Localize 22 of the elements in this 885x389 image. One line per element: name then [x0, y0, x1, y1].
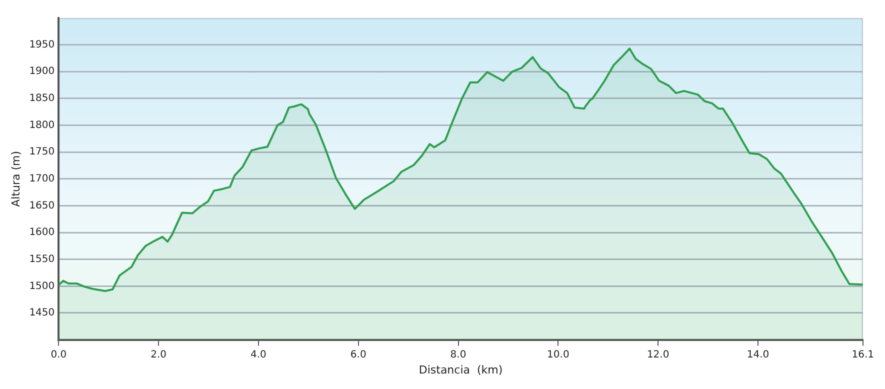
- x-tick-label: 0.0: [50, 349, 67, 360]
- x-tick-label: 16.1: [852, 349, 874, 360]
- y-tick-label: 1650: [29, 200, 55, 212]
- y-tick-label: 1550: [29, 254, 55, 265]
- x-axis-title: Distancia (km): [418, 363, 503, 376]
- y-axis-title: Altura (m): [9, 150, 22, 207]
- y-tick-label: 1700: [29, 173, 55, 184]
- y-tick-label: 1800: [29, 120, 55, 131]
- x-tick-label: 10.0: [547, 349, 570, 360]
- y-tick-label: 1600: [29, 227, 55, 238]
- y-tick-label: 1950: [29, 39, 55, 50]
- x-tick-label: 8.0: [450, 349, 466, 360]
- x-tick-label: 12.0: [646, 349, 670, 360]
- y-tick-label: 1450: [29, 308, 55, 319]
- y-tick-label: 1850: [29, 93, 55, 104]
- y-tick-label: 1500: [29, 280, 55, 292]
- x-tick-label: 2.0: [150, 349, 167, 360]
- x-tick-label: 6.0: [350, 349, 366, 360]
- y-tick-label: 1750: [29, 146, 55, 158]
- x-tick-label: 14.0: [746, 349, 770, 360]
- y-tick-label: 1900: [29, 66, 55, 78]
- x-tick-label: 4.0: [250, 349, 266, 360]
